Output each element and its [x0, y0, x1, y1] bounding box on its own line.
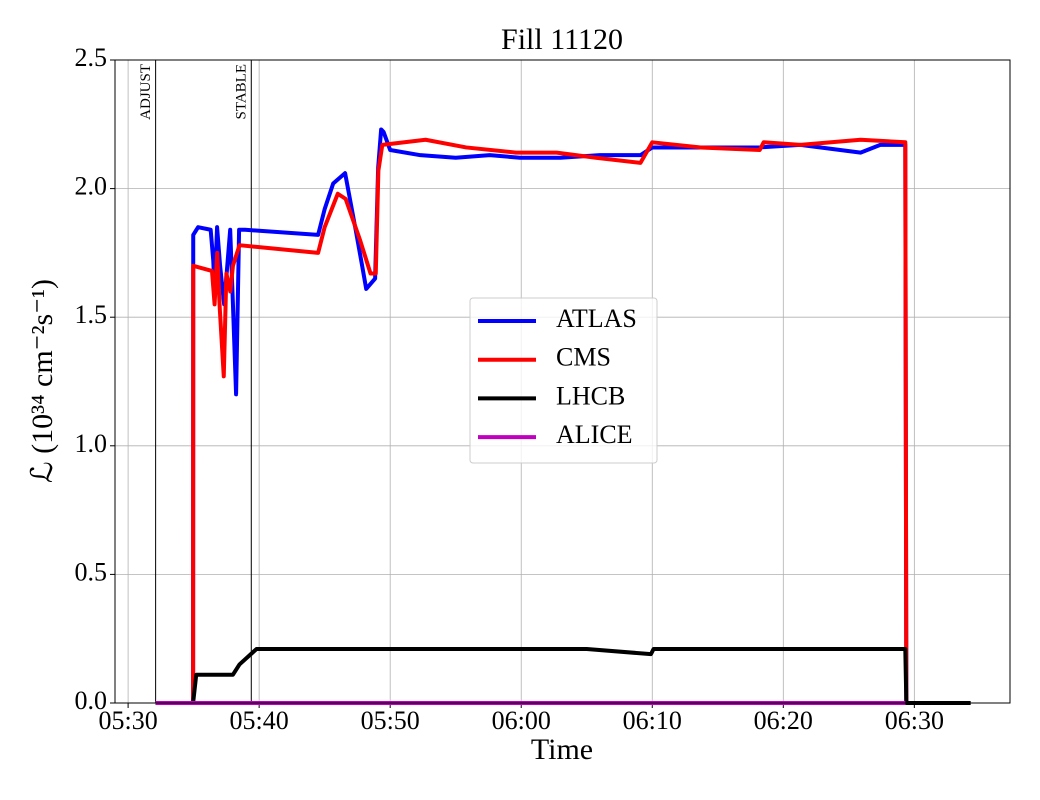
series-line	[155, 646, 971, 705]
y-tick-label: 2.0	[75, 172, 108, 201]
y-tick-label: 0.5	[75, 557, 108, 586]
x-tick-label: 05:50	[361, 706, 420, 735]
chart-title: Fill 11120	[501, 23, 623, 56]
legend-label: LHCB	[556, 381, 625, 410]
y-tick-label: 1.0	[75, 429, 108, 458]
y-axis-label: ℒ (10³⁴ cm⁻²s⁻¹)	[26, 279, 59, 483]
series-line	[155, 127, 909, 705]
legend-label: ATLAS	[556, 304, 637, 333]
x-tick-label: 05:30	[98, 706, 157, 735]
x-tick-label: 06:10	[623, 706, 682, 735]
y-tick-label: 1.5	[75, 300, 108, 329]
legend-label: ALICE	[556, 420, 633, 449]
x-tick-label: 06:00	[492, 706, 551, 735]
y-tick-label: 0.0	[75, 686, 108, 715]
x-axis-label: Time	[531, 733, 593, 766]
x-tick-label: 06:30	[885, 706, 944, 735]
legend-label: CMS	[556, 343, 611, 372]
legend-box	[469, 297, 658, 464]
y-tick-label: 2.5	[75, 43, 108, 72]
x-tick-label: 06:20	[754, 706, 813, 735]
plot-frame	[114, 59, 1011, 704]
series-line	[191, 137, 909, 704]
x-tick-label: 05:40	[230, 706, 289, 735]
phase-label: ADJUST	[138, 64, 154, 120]
phase-label: STABLE	[234, 64, 250, 119]
